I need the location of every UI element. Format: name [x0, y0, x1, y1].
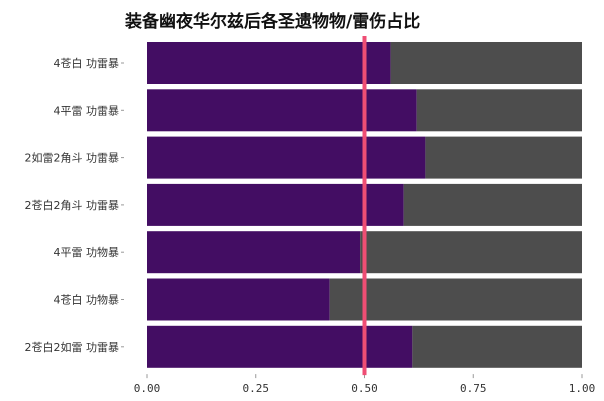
- y-axis: 4苍白 功雷暴 4平雷 功雷暴 2如雷2角斗 功雷暴 2苍白2角斗 功雷暴 4平雷 功物…: [25, 56, 124, 354]
- bar-series2-3: [403, 183, 582, 226]
- bar-series2-4: [360, 231, 582, 274]
- y-tick-label: 2苍白2如雷 功雷暴: [25, 340, 120, 354]
- x-tick-label: 0.25: [243, 382, 270, 395]
- bar-series2-2: [425, 136, 582, 179]
- bar-series1-3: [147, 183, 404, 226]
- bar-series1-0: [147, 42, 391, 84]
- y-tick-label: 4苍白 功雷暴: [54, 56, 120, 70]
- y-tick-label: 4平雷 功物暴: [54, 245, 120, 259]
- y-tick-label: 4平雷 功雷暴: [54, 104, 120, 117]
- bar-series1-5: [147, 278, 330, 321]
- x-tick-label: 0.75: [460, 382, 487, 395]
- chart-title: 装备幽夜华尔兹后各圣遗物物/雷伤占比: [124, 11, 420, 32]
- y-tick-label: 2苍白2角斗 功雷暴: [25, 198, 120, 212]
- x-tick-label: 1.00: [569, 382, 596, 395]
- bar-series2-0: [390, 42, 582, 84]
- bar-series1-1: [147, 89, 417, 132]
- bars-layer: [147, 42, 582, 368]
- bar-series2-5: [329, 278, 582, 321]
- bar-series1-2: [147, 136, 426, 179]
- bar-series1-4: [147, 231, 361, 274]
- bar-series1-6: [147, 325, 413, 368]
- x-tick-label: 0.50: [351, 382, 378, 395]
- x-tick-label: 0.00: [134, 382, 161, 395]
- y-tick-label: 2如雷2角斗 功雷暴: [25, 151, 120, 165]
- bar-series2-1: [416, 89, 582, 132]
- x-axis: 0.00 0.25 0.50 0.75 1.00: [134, 374, 596, 395]
- bar-series2-6: [412, 325, 582, 368]
- y-tick-label: 4苍白 功物暴: [54, 293, 120, 307]
